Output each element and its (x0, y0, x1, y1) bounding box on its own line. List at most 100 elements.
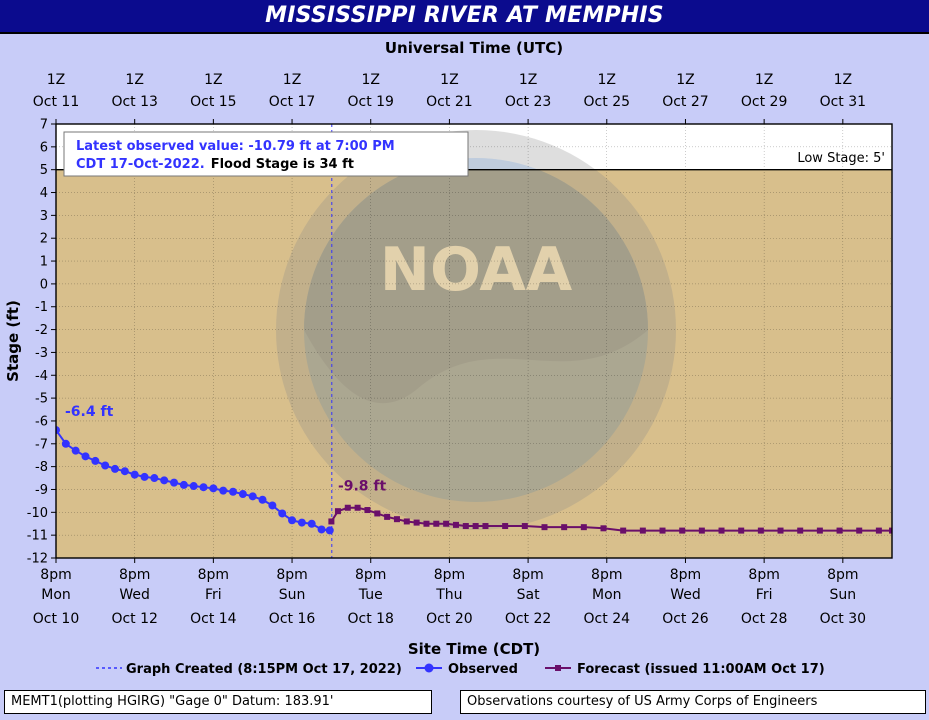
y-tick-label: -1 (35, 300, 48, 315)
forecast-point (472, 523, 479, 530)
top-tick-label: Oct 11 (33, 94, 79, 110)
bottom-tick-label: Sun (279, 587, 306, 603)
watermark-gull (304, 158, 648, 404)
bottom-tick-label: Oct 30 (820, 611, 866, 627)
top-tick-label: 1Z (834, 72, 853, 88)
forecast-point (482, 523, 489, 530)
top-tick-label: Oct 31 (820, 94, 866, 110)
top-tick-label: Oct 13 (111, 94, 157, 110)
bottom-tick-label: 8pm (591, 567, 622, 583)
latest-value-line2: CDT 17-Oct-2022. Flood Stage is 34 ft (76, 157, 354, 172)
forecast-point (889, 527, 892, 534)
forecast-point (452, 521, 459, 528)
credit-box: Observations courtesy of US Army Corps o… (460, 690, 926, 714)
observed-point (179, 480, 188, 489)
y-tick-label: -3 (35, 346, 48, 361)
observed-point (56, 426, 60, 435)
forecast-point (344, 504, 351, 511)
bottom-axis-title: Site Time (CDT) (408, 640, 540, 658)
top-tick-label: 1Z (676, 72, 695, 88)
y-tick-label: -5 (35, 392, 48, 407)
stage-chart: NOAA 7 6 5 4 3 2 1 0 -1 -2 -3 -4 -5 -6 -7 -8 -9 -10 -11 -12… (4, 39, 893, 677)
y-tick-label: -8 (35, 460, 48, 475)
flood-stage-text: Flood Stage is 34 ft (211, 157, 354, 172)
bottom-tick-label: Wed (119, 587, 150, 603)
watermark-logo-text: NOAA (380, 235, 573, 305)
bottom-tick-label: Oct 20 (426, 611, 472, 627)
forecast-point (374, 510, 381, 517)
forecast-point (816, 527, 823, 534)
forecast-point (698, 527, 705, 534)
y-tick-label: -12 (27, 552, 48, 567)
latest-value-date: CDT 17-Oct-2022. (76, 157, 205, 172)
observed-point (238, 490, 247, 499)
forecast-point (738, 527, 745, 534)
top-tick-label: 1Z (204, 72, 223, 88)
bottom-tick-label: 8pm (827, 567, 858, 583)
bottom-tick-label: Mon (41, 587, 71, 603)
observed-point (189, 482, 198, 491)
forecast-point (600, 525, 607, 532)
y-tick-label: 4 (40, 186, 48, 201)
forecast-point (462, 523, 469, 530)
bottom-tick-label: Oct 10 (33, 611, 79, 627)
forecast-point (836, 527, 843, 534)
forecast-point (777, 527, 784, 534)
bottom-tick-label: Sun (830, 587, 857, 603)
y-tick-label: 6 (40, 140, 48, 155)
forecast-point (541, 524, 548, 531)
bottom-tick-label: 8pm (512, 567, 543, 583)
legend-observed-label: Observed (448, 662, 518, 677)
legend-forecast-marker (555, 665, 561, 671)
low-stage-label: Low Stage: 5' (797, 151, 885, 166)
forecast-point (443, 520, 450, 527)
forecast-point (620, 527, 627, 534)
observed-point (209, 484, 218, 493)
observed-point (81, 452, 90, 461)
bottom-tick-label: Wed (670, 587, 701, 603)
legend-forecast-label: Forecast (issued 11:00AM Oct 17) (577, 662, 825, 677)
top-tick-label: 1Z (47, 72, 66, 88)
observed-point (91, 456, 100, 465)
y-tick-label: -11 (27, 529, 48, 544)
top-tick-label: 1Z (598, 72, 617, 88)
y-tick-label: 2 (40, 232, 48, 247)
plot-frame (55, 123, 893, 559)
bottom-tick-label: 8pm (434, 567, 465, 583)
y-tick-label: -4 (35, 369, 48, 384)
observed-point (199, 483, 208, 492)
forecast-point (328, 518, 335, 525)
forecast-point (856, 527, 863, 534)
observed-point (288, 516, 297, 525)
bottom-tick-label: Fri (205, 587, 222, 603)
bottom-tick-label: Oct 12 (111, 611, 157, 627)
watermark-outer-ring (276, 130, 676, 530)
bottom-tick-label: Fri (756, 587, 773, 603)
bottom-tick-label: Oct 28 (741, 611, 787, 627)
y-tick-label: -9 (35, 483, 48, 498)
bottom-tick-label: Tue (358, 587, 383, 603)
top-tick-label: Oct 19 (347, 94, 393, 110)
observed-point (229, 487, 238, 496)
observed-point (248, 492, 257, 501)
y-tick-label: 1 (40, 255, 48, 270)
top-tick-label: Oct 27 (662, 94, 708, 110)
observed-point (170, 478, 179, 487)
forecast-point (875, 527, 882, 534)
legend-created-label: Graph Created (8:15PM Oct 17, 2022) (126, 662, 402, 677)
top-tick-label: 1Z (519, 72, 538, 88)
bottom-tick-label: Oct 14 (190, 611, 237, 627)
observed-point (160, 476, 169, 485)
bottom-tick-label: Oct 22 (505, 611, 551, 627)
observed-point (297, 518, 306, 527)
observed-point (120, 467, 129, 476)
y-tick-label: -2 (35, 323, 48, 338)
bottom-tick-label: 8pm (748, 567, 779, 583)
y-tick-label: 7 (40, 118, 48, 133)
observed-point (71, 446, 80, 455)
top-axis-title: Universal Time (UTC) (385, 39, 563, 57)
observed-point (278, 509, 287, 518)
forecast-point (502, 523, 509, 530)
top-tick-label: Oct 17 (269, 94, 315, 110)
